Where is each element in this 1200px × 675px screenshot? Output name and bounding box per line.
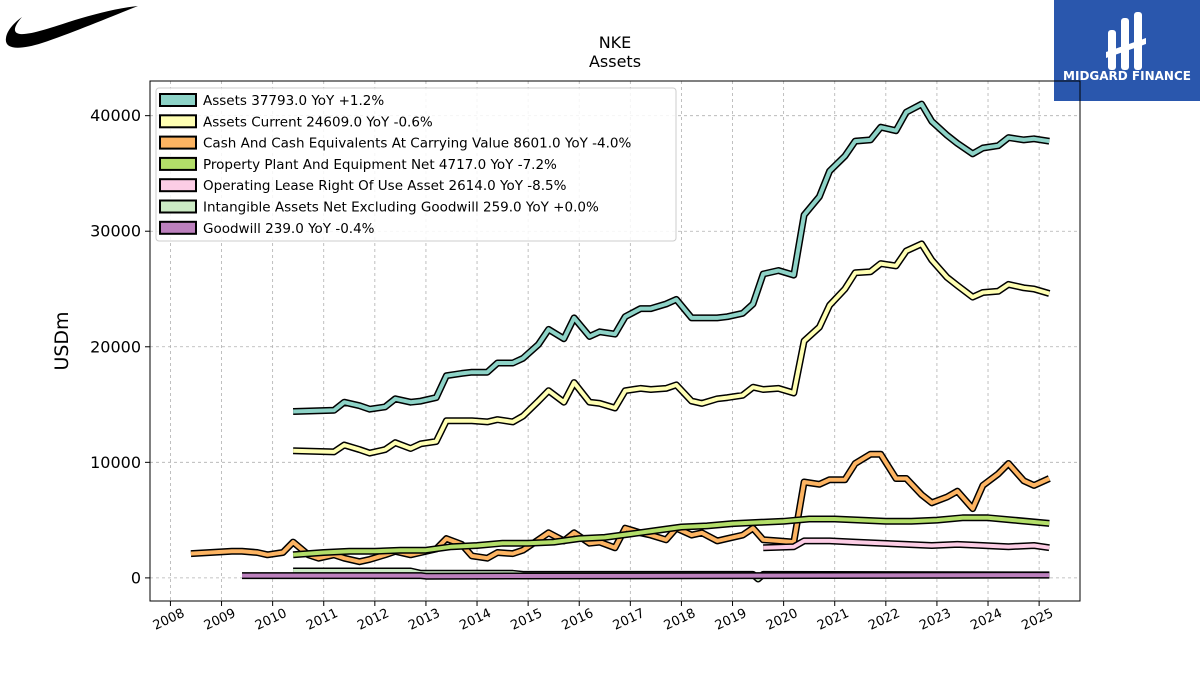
- series-assets: [292, 100, 1050, 415]
- legend-swatch: [159, 156, 197, 171]
- x-tick-label: 2021: [815, 606, 851, 634]
- nike-swoosh-icon: [5, 6, 139, 48]
- series-property-plant-and-equipment-net: [292, 514, 1050, 559]
- x-tick-label: 2015: [508, 606, 544, 634]
- x-tick-label: 2008: [151, 606, 187, 634]
- legend-box: [155, 87, 677, 242]
- series-line: [292, 515, 1050, 557]
- x-tick-label: 2009: [202, 606, 238, 634]
- x-tick-label: 2022: [866, 606, 902, 634]
- chart-title: NKE: [599, 33, 632, 52]
- legend-swatch: [159, 220, 197, 235]
- y-tick-label: 10000: [90, 453, 141, 472]
- series-layer: [190, 100, 1051, 583]
- legend-entry: Property Plant And Equipment Net 4717.0 …: [159, 156, 557, 173]
- legend-swatch: [159, 199, 197, 214]
- legend-label: Cash And Cash Equivalents At Carrying Va…: [203, 136, 631, 152]
- legend-swatch: [159, 178, 197, 193]
- x-tick-label: 2024: [968, 606, 1004, 634]
- legend-swatch: [159, 93, 197, 107]
- x-tick-label: 2018: [662, 606, 698, 634]
- y-tick-label: 30000: [90, 222, 141, 241]
- legend-label: Assets 37793.0 YoY +1.2%: [203, 93, 384, 109]
- legend-entry: Goodwill 239.0 YoY -0.4%: [159, 220, 375, 237]
- legend-label: Operating Lease Right Of Use Asset 2614.…: [203, 178, 567, 194]
- watermark-text: MIDGARD FINANCE: [1063, 69, 1191, 83]
- x-tick-label: 2020: [764, 606, 800, 634]
- x-axis: 2008 2009 2010 2011 2012 2013 2014 2015 2016 2017…: [151, 601, 1056, 634]
- plot-frame: [149, 80, 1081, 602]
- legend-swatch: [159, 135, 197, 150]
- midgard-finance-logo: MIDGARD FINANCE: [1054, 0, 1200, 101]
- legend-label: Assets Current 24609.0 YoY -0.6%: [203, 114, 433, 130]
- y-tick-label: 40000: [90, 106, 141, 125]
- series-line: [293, 241, 1050, 456]
- y-axis: 0 10000 20000 30000 40000: [90, 106, 150, 587]
- x-tick-label: 2019: [713, 606, 749, 634]
- series-goodwill: [242, 571, 1050, 580]
- legend-label: Goodwill 239.0 YoY -0.4%: [203, 221, 375, 237]
- legend: Assets 37793.0 YoY +1.2% Assets Current 2…: [155, 87, 677, 242]
- legend-swatch: [159, 114, 197, 129]
- series-operating-lease-right-of-use-asset: [763, 537, 1050, 552]
- legend-entry: Assets 37793.0 YoY +1.2%: [159, 93, 384, 109]
- series-assets-current: [293, 240, 1051, 457]
- midgard-finance-logo-icon: [1106, 12, 1146, 70]
- x-tick-label: 2016: [560, 606, 596, 634]
- x-tick-label: 2011: [304, 606, 340, 634]
- x-tick-label: 2017: [611, 606, 647, 634]
- series-line: [293, 102, 1050, 414]
- series-line: [242, 573, 1050, 579]
- chart-subtitle: Assets: [589, 52, 641, 71]
- legend-label: Intangible Assets Net Excluding Goodwill…: [203, 200, 599, 216]
- y-axis-label: USDm: [51, 311, 73, 370]
- x-tick-label: 2010: [253, 606, 289, 634]
- x-tick-label: 2012: [355, 606, 391, 634]
- legend-entry: Operating Lease Right Of Use Asset 2614.…: [159, 178, 567, 194]
- x-tick-label: 2014: [457, 606, 493, 634]
- x-tick-label: 2025: [1019, 606, 1055, 634]
- legend-entry: Intangible Assets Net Excluding Goodwill…: [159, 199, 599, 216]
- legend-entry: Assets Current 24609.0 YoY -0.6%: [159, 114, 433, 130]
- y-tick-label: 20000: [90, 337, 141, 356]
- x-tick-label: 2013: [406, 606, 442, 634]
- x-tick-label: 2023: [917, 606, 953, 634]
- series-line-outline: [293, 240, 1051, 457]
- legend-entry: Cash And Cash Equivalents At Carrying Va…: [159, 135, 631, 152]
- legend-label: Property Plant And Equipment Net 4717.0 …: [203, 157, 557, 173]
- y-tick-label: 0: [131, 568, 141, 587]
- series-line: [763, 538, 1050, 550]
